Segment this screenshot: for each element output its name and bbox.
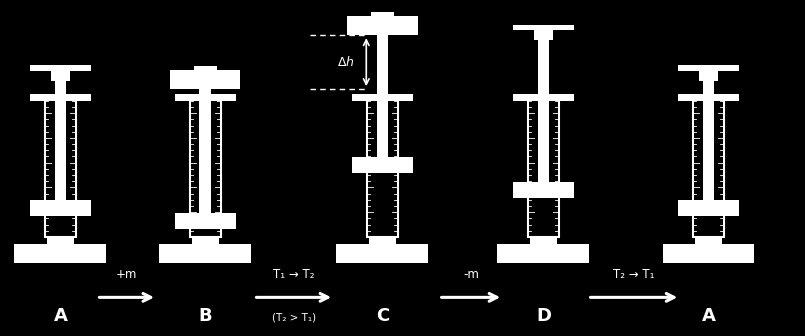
Bar: [369, 237, 396, 244]
Text: -m: -m: [463, 268, 479, 281]
Bar: [695, 237, 722, 244]
Bar: [46, 101, 75, 200]
Bar: [45, 101, 76, 237]
Bar: [336, 244, 428, 263]
Bar: [191, 101, 220, 213]
Bar: [46, 216, 75, 229]
Bar: [663, 244, 754, 263]
Bar: [200, 89, 211, 213]
Bar: [47, 237, 74, 244]
Bar: [192, 237, 219, 244]
Bar: [678, 65, 739, 71]
Text: (T₂ > T₁): (T₂ > T₁): [272, 312, 316, 323]
Bar: [51, 71, 70, 81]
Text: $\Delta h$: $\Delta h$: [337, 55, 355, 69]
Bar: [352, 94, 413, 101]
Bar: [529, 198, 558, 229]
Bar: [170, 70, 241, 89]
Bar: [497, 244, 589, 263]
Bar: [528, 101, 559, 237]
Bar: [194, 66, 217, 70]
Bar: [693, 101, 724, 237]
Text: T₂ → T₁: T₂ → T₁: [613, 268, 654, 281]
Text: A: A: [701, 307, 716, 325]
Bar: [529, 101, 558, 182]
Bar: [347, 16, 418, 35]
Bar: [14, 244, 106, 263]
Bar: [175, 94, 236, 101]
Bar: [30, 65, 91, 71]
Bar: [368, 101, 397, 157]
Bar: [377, 35, 388, 157]
Text: T₁ → T₂: T₁ → T₂: [273, 268, 315, 281]
Bar: [699, 71, 718, 81]
Bar: [190, 101, 221, 237]
Bar: [367, 101, 398, 237]
Bar: [513, 25, 574, 30]
Bar: [175, 213, 236, 229]
Bar: [513, 94, 574, 101]
Bar: [538, 40, 549, 182]
Bar: [30, 200, 91, 216]
Text: D: D: [536, 307, 551, 325]
Text: +m: +m: [116, 268, 138, 281]
Bar: [530, 237, 557, 244]
Text: B: B: [199, 307, 212, 325]
Bar: [678, 200, 739, 216]
Bar: [368, 173, 397, 229]
Bar: [678, 94, 739, 101]
Bar: [55, 81, 66, 200]
Bar: [371, 12, 394, 16]
Text: C: C: [376, 307, 389, 325]
Bar: [159, 244, 251, 263]
Bar: [352, 157, 413, 173]
Bar: [694, 101, 723, 200]
Bar: [513, 182, 574, 198]
Bar: [534, 30, 553, 40]
Bar: [30, 94, 91, 101]
Bar: [703, 81, 714, 200]
Text: A: A: [53, 307, 68, 325]
Bar: [694, 216, 723, 229]
